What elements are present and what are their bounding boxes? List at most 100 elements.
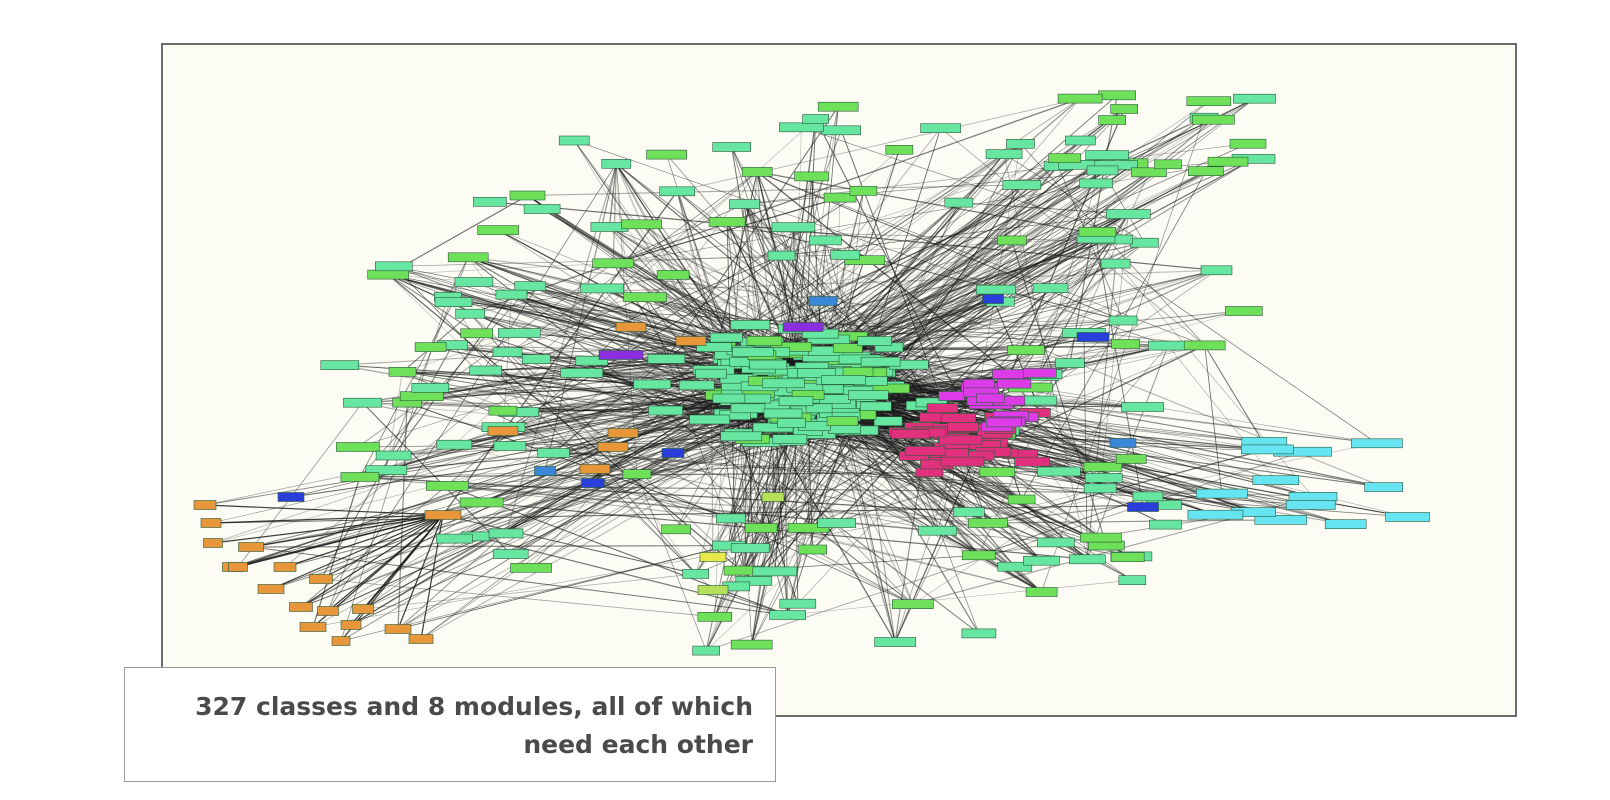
class-node: [826, 416, 859, 427]
class-node: [817, 101, 859, 112]
class-node: [1233, 93, 1276, 104]
class-node: [1068, 554, 1106, 565]
class-node: [730, 320, 771, 330]
class-node: [941, 413, 977, 423]
class-node: [1007, 494, 1036, 505]
class-node: [1098, 115, 1127, 125]
class-node: [408, 634, 434, 644]
class-node: [1105, 209, 1151, 219]
class-node: [779, 598, 817, 609]
class-node: [579, 464, 611, 474]
class-node: [821, 375, 866, 385]
class-node: [495, 289, 528, 300]
class-node: [343, 397, 382, 408]
class-node: [985, 417, 1022, 428]
class-node: [696, 342, 732, 352]
class-node: [510, 562, 552, 573]
class-node: [842, 366, 874, 377]
class-node: [477, 225, 519, 235]
class-node: [963, 378, 995, 389]
class-node: [1109, 438, 1137, 448]
class-node: [646, 149, 687, 160]
class-node: [860, 356, 901, 367]
class-node: [682, 569, 710, 579]
class-node: [1188, 166, 1224, 176]
class-node: [1080, 532, 1122, 543]
class-node: [1055, 358, 1085, 368]
class-node: [1132, 491, 1164, 502]
class-node: [794, 171, 829, 182]
class-node: [940, 456, 985, 467]
class-node: [203, 538, 223, 548]
class-node: [1121, 402, 1164, 412]
class-node: [1084, 472, 1123, 483]
class-node: [320, 360, 360, 370]
class-node: [730, 403, 766, 414]
class-node: [1002, 180, 1042, 190]
class-node: [1110, 104, 1139, 114]
class-node: [277, 492, 305, 502]
class-node: [521, 354, 551, 364]
class-node: [891, 599, 934, 610]
class-node: [918, 525, 957, 536]
class-node: [340, 620, 362, 630]
class-node: [1079, 178, 1113, 189]
class-node: [375, 450, 412, 461]
class-node: [523, 204, 561, 214]
class-node: [509, 190, 546, 201]
class-node: [1154, 159, 1182, 170]
class-node: [996, 378, 1032, 389]
class-node: [331, 636, 351, 646]
class-node: [647, 354, 686, 364]
class-node: [580, 283, 625, 294]
class-node: [1207, 156, 1249, 167]
class-node: [424, 510, 462, 520]
class-node: [904, 445, 946, 456]
class-node: [873, 416, 903, 427]
class-node: [1083, 483, 1117, 494]
class-node: [1048, 153, 1082, 163]
class-node: [534, 466, 556, 476]
class-node: [1032, 283, 1069, 293]
class-node: [857, 336, 892, 346]
class-node: [778, 396, 814, 407]
class-node: [823, 192, 857, 203]
class-node: [752, 566, 798, 577]
class-node: [1083, 462, 1123, 472]
class-node: [982, 294, 1004, 304]
class-node: [1110, 552, 1145, 563]
class-node: [938, 391, 965, 401]
class-node: [847, 390, 889, 401]
class-node: [436, 439, 473, 450]
class-node: [454, 277, 494, 287]
class-node: [808, 235, 842, 246]
class-node: [352, 604, 374, 614]
class-node: [1007, 345, 1045, 355]
class-node: [730, 639, 773, 650]
class-node: [697, 585, 729, 595]
class-node: [1036, 466, 1081, 477]
class-node: [1225, 306, 1263, 316]
class-node: [228, 562, 248, 572]
class-node: [779, 122, 824, 133]
class-node: [200, 518, 222, 528]
class-node: [961, 550, 996, 561]
class-node: [678, 380, 715, 391]
class-node: [1252, 475, 1300, 485]
class-node: [1127, 502, 1159, 512]
class-node: [821, 125, 862, 136]
dependency-graph-frame: [161, 43, 1517, 717]
class-node: [746, 335, 783, 346]
class-node: [273, 562, 297, 572]
class-node: [193, 500, 217, 510]
class-node: [1025, 587, 1058, 597]
class-node: [514, 281, 547, 291]
class-node: [1241, 444, 1294, 455]
class-node: [675, 336, 707, 346]
class-node: [741, 167, 773, 177]
class-node: [598, 350, 644, 360]
class-node: [849, 186, 878, 196]
caption-box: 327 classes and 8 modules, all of which …: [124, 667, 776, 782]
class-node: [607, 428, 639, 438]
class-node: [289, 602, 313, 612]
